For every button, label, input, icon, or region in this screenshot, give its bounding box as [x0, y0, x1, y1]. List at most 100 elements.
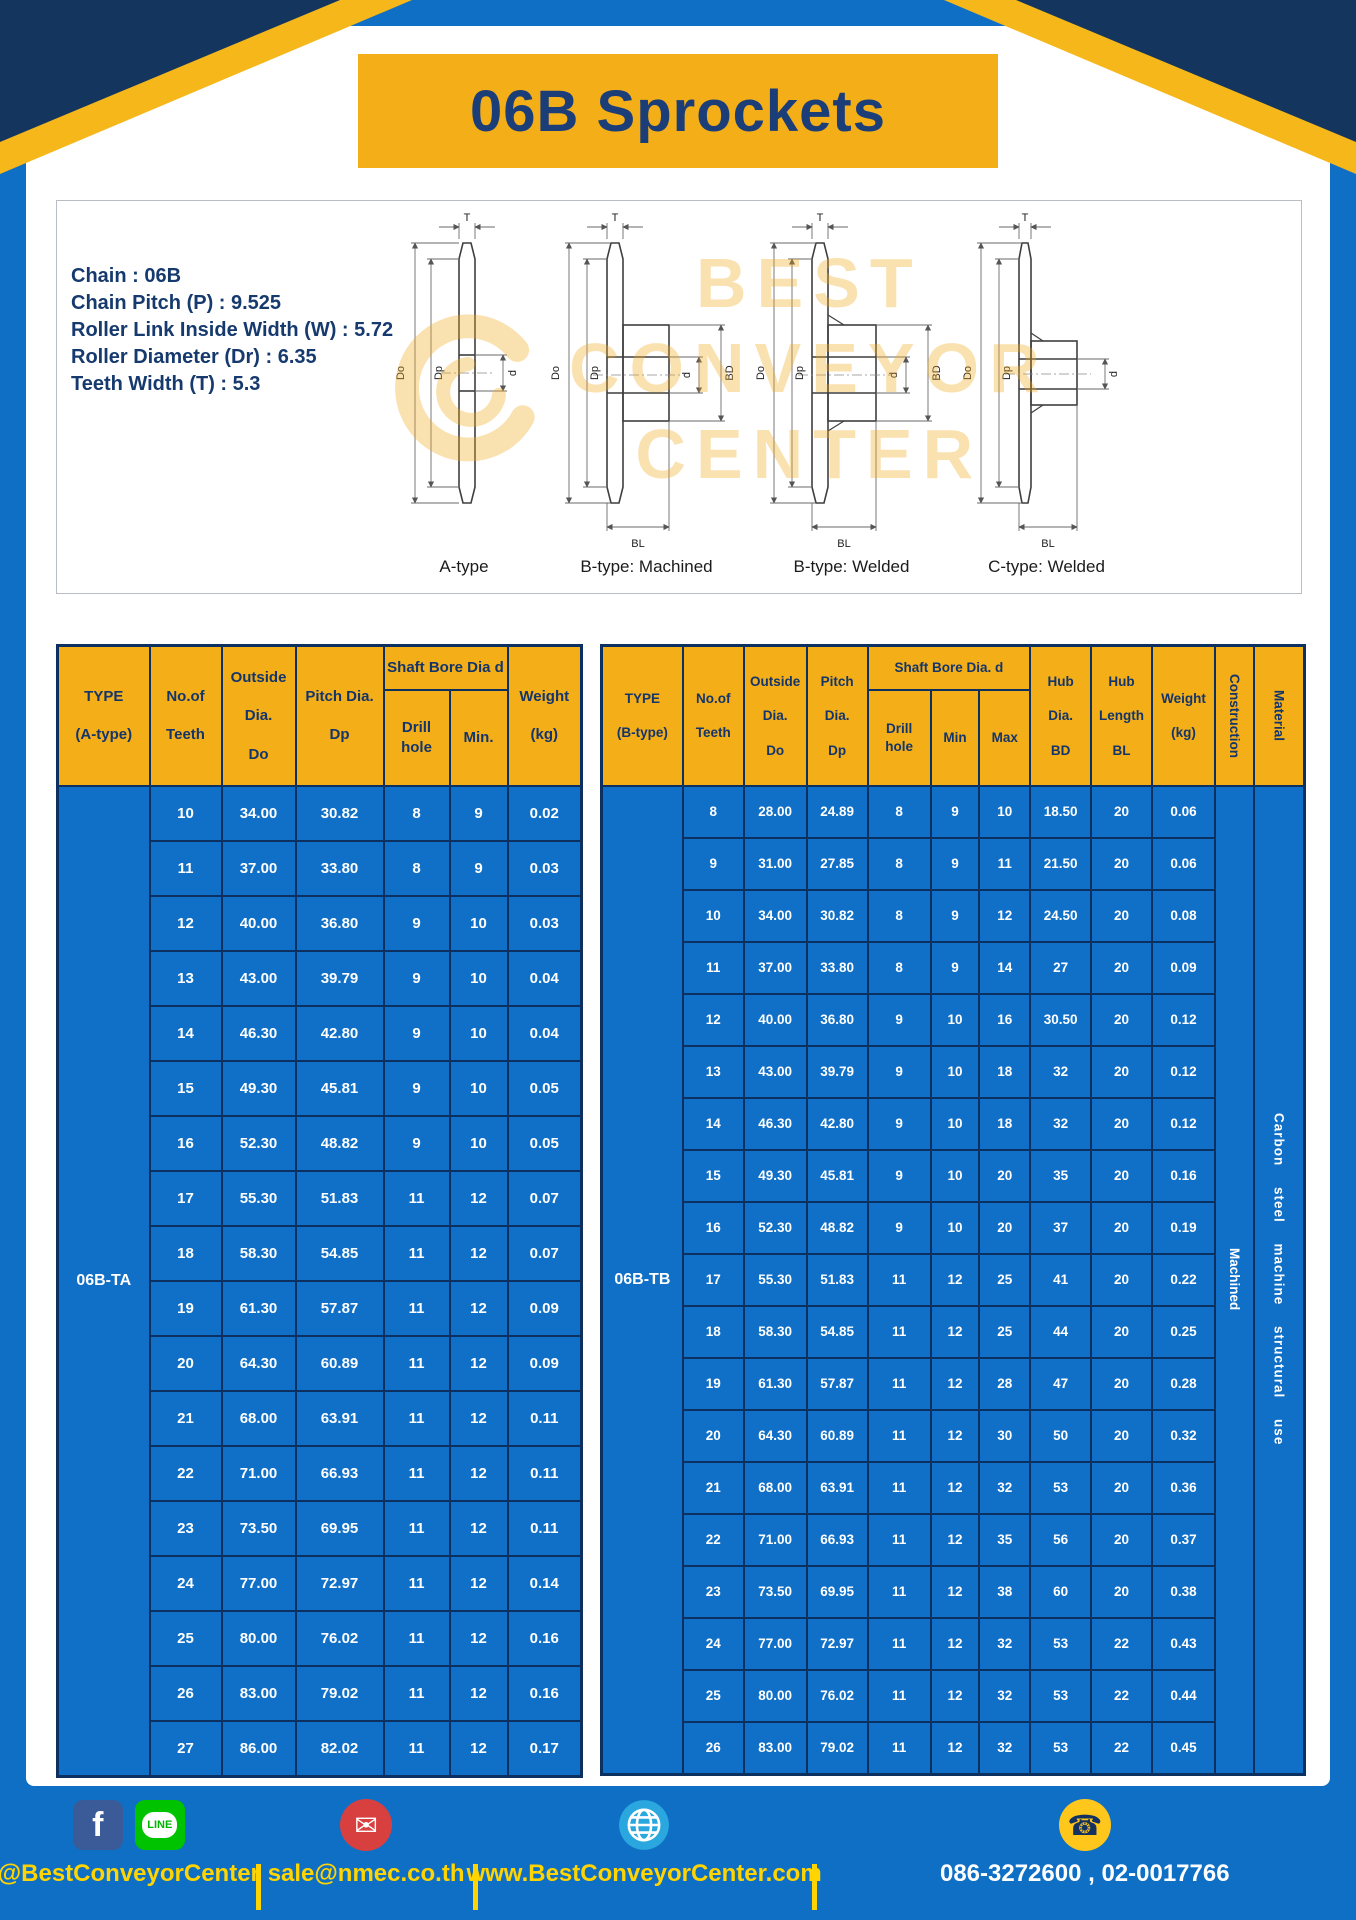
- data-cell: 12: [929, 1512, 981, 1567]
- data-cell: 0.07: [506, 1224, 583, 1282]
- social-handle-text[interactable]: @BestConveyorCenter: [0, 1860, 260, 1887]
- dim-label-bl: BL: [1041, 538, 1054, 550]
- data-cell: 17: [681, 1252, 745, 1307]
- data-cell: 12: [448, 1554, 509, 1612]
- data-cell: 52.30: [220, 1114, 297, 1172]
- data-cell: 25: [978, 1304, 1032, 1359]
- footer: f LINE @BestConveyorCenter ✉ sale@nmec.c…: [0, 1786, 1356, 1920]
- dim-label-do: Do: [962, 366, 974, 380]
- globe-icon[interactable]: [618, 1799, 670, 1851]
- data-cell: 0.43: [1151, 1616, 1216, 1671]
- data-cell: 72.97: [805, 1616, 869, 1671]
- data-cell: 0.05: [506, 1114, 583, 1172]
- table-row: 15 49.30 45.81 9 10 0.05: [58, 1059, 583, 1117]
- data-cell: 11: [382, 1279, 451, 1337]
- data-cell: 25: [978, 1252, 1032, 1307]
- data-cell: 12: [448, 1609, 509, 1667]
- table-b-type: TYPE (B-type) No.of Teeth Outside Dia. D…: [600, 644, 1306, 1776]
- data-cell: 22: [148, 1444, 223, 1502]
- header-outside-dia: Outside Dia. Do: [220, 644, 297, 787]
- data-cell: 9: [382, 1059, 451, 1117]
- header-max: Max: [978, 688, 1032, 787]
- data-cell: 26: [148, 1664, 223, 1722]
- dim-label-bd: BD: [724, 365, 736, 380]
- data-cell: 9: [866, 992, 932, 1047]
- data-cell: 16: [681, 1200, 745, 1255]
- data-cell: 54.85: [294, 1224, 385, 1282]
- footer-social-section: f LINE @BestConveyorCenter: [0, 1786, 261, 1920]
- header-construction: Construction: [1213, 644, 1255, 787]
- dim-label-t: T: [817, 212, 824, 224]
- data-cell: 30.50: [1029, 992, 1093, 1047]
- data-cell: 11: [148, 839, 223, 897]
- dim-label-d: d: [507, 370, 519, 376]
- diagram-b-type-machined: T Do Dp d: [549, 211, 744, 577]
- data-cell: 0.04: [506, 949, 583, 1007]
- data-cell: 0.07: [506, 1169, 583, 1227]
- data-cell: 11: [382, 1719, 451, 1777]
- data-cell: 0.12: [1151, 1044, 1216, 1099]
- data-cell: 10: [929, 1044, 981, 1099]
- header-drill-hole: Drill hole: [382, 688, 451, 787]
- data-cell: 72.97: [294, 1554, 385, 1612]
- table-row: 14 46.30 42.80 9 10 0.04: [58, 1004, 583, 1062]
- phone-icon[interactable]: ☎: [1058, 1799, 1111, 1851]
- data-cell: 24.89: [805, 784, 869, 839]
- data-cell: 18: [978, 1044, 1032, 1099]
- data-cell: 37.00: [220, 839, 297, 897]
- data-cell: 20: [1090, 1356, 1153, 1411]
- table-row: 22 71.00 66.93 11 12 0.11: [58, 1444, 583, 1502]
- data-cell: 0.03: [506, 894, 583, 952]
- data-cell: 12: [929, 1616, 981, 1671]
- spec-roller-diameter: Roller Diameter (Dr) : 6.35: [71, 346, 317, 368]
- data-cell: 20: [681, 1408, 745, 1463]
- header-shaft-bore: Shaft Bore Dia d: [382, 644, 509, 691]
- data-cell: 10: [929, 1200, 981, 1255]
- data-cell: 79.02: [294, 1664, 385, 1722]
- header-shaft-bore: Shaft Bore Dia. d: [866, 644, 1032, 691]
- email-icon[interactable]: ✉: [340, 1799, 393, 1851]
- line-icon[interactable]: LINE: [134, 1800, 185, 1850]
- data-cell: 12: [448, 1499, 509, 1557]
- email-glyph: ✉: [354, 1809, 378, 1841]
- data-cell: 60.89: [805, 1408, 869, 1463]
- table-row: 27 86.00 82.02 11 12 0.17: [58, 1719, 583, 1777]
- data-cell: 11: [382, 1224, 451, 1282]
- data-cell: 0.06: [1151, 836, 1216, 891]
- email-text[interactable]: sale@nmec.co.th: [267, 1860, 465, 1887]
- facebook-icon[interactable]: f: [72, 1800, 123, 1850]
- data-cell: 12: [448, 1169, 509, 1227]
- table-row: 21 68.00 63.91 11 12 0.11: [58, 1389, 583, 1447]
- data-cell: 48.82: [294, 1114, 385, 1172]
- data-cell: 11: [382, 1389, 451, 1447]
- data-cell: 34.00: [742, 888, 808, 943]
- data-cell: 20: [1090, 1460, 1153, 1515]
- data-cell: 49.30: [742, 1148, 808, 1203]
- type-value-cell: 06B-TA: [56, 784, 151, 1777]
- data-cell: 10: [148, 784, 223, 842]
- website-text[interactable]: www.BestConveyorCenter.com: [466, 1860, 822, 1887]
- dim-label-do: Do: [755, 366, 767, 380]
- table-row: 24 77.00 72.97 11 12 32 53 22 0.43: [602, 1616, 1305, 1671]
- spec-chain: Chain : 06B: [71, 265, 182, 287]
- data-cell: 32: [978, 1720, 1032, 1775]
- data-cell: 0.32: [1151, 1408, 1216, 1463]
- data-cell: 12: [929, 1720, 981, 1775]
- sprocket-drawing-b-machined: T Do Dp d: [550, 212, 736, 550]
- data-cell: 8: [866, 784, 932, 839]
- data-cell: 20: [1090, 1044, 1153, 1099]
- data-cell: 14: [148, 1004, 223, 1062]
- data-cell: 34.00: [220, 784, 297, 842]
- data-cell: 8: [681, 784, 745, 839]
- data-cell: 12: [448, 1664, 509, 1722]
- table-row: 19 61.30 57.87 11 12 28 47 20 0.28: [602, 1356, 1305, 1411]
- data-cell: 53: [1029, 1720, 1093, 1775]
- phone-numbers-text[interactable]: 086-3272600 , 02-0017766: [939, 1860, 1230, 1887]
- data-cell: 15: [148, 1059, 223, 1117]
- data-cell: 42.80: [294, 1004, 385, 1062]
- data-cell: 32: [1029, 1044, 1093, 1099]
- data-cell: 20: [1090, 1512, 1153, 1567]
- data-cell: 11: [866, 1460, 932, 1515]
- data-cell: 61.30: [742, 1356, 808, 1411]
- data-cell: 33.80: [294, 839, 385, 897]
